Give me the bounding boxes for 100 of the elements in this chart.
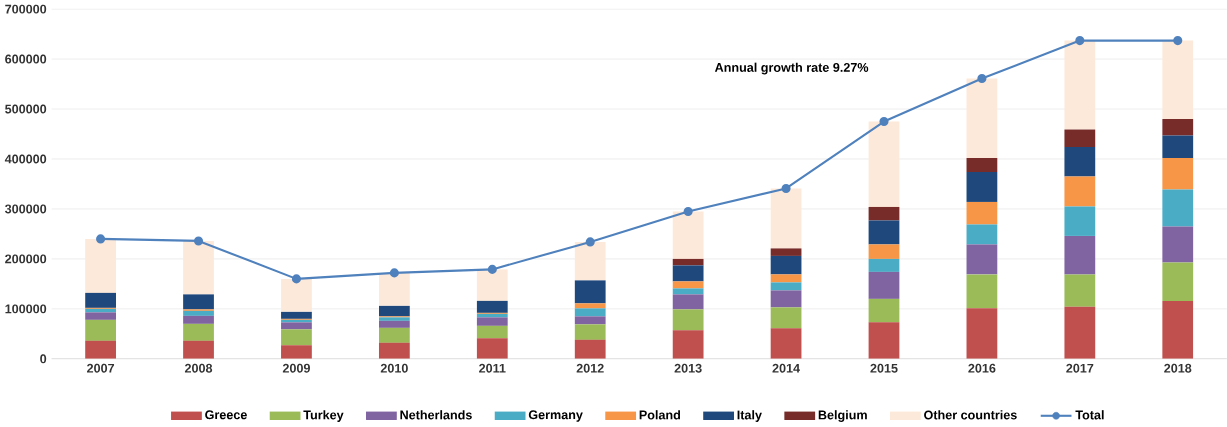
bar <box>868 206 900 221</box>
bar <box>476 338 508 359</box>
y-tick-label: 200000 <box>5 254 47 264</box>
legend-label: Belgium <box>818 410 867 422</box>
bar <box>1162 135 1194 158</box>
bar <box>183 310 214 316</box>
bar <box>868 244 900 259</box>
bar <box>85 312 116 320</box>
bar <box>85 319 116 341</box>
bar <box>574 280 606 304</box>
bar <box>1064 176 1096 207</box>
y-tick-label: 700000 <box>5 4 47 14</box>
bar <box>1064 206 1096 236</box>
bar <box>476 269 508 301</box>
bar <box>85 238 116 293</box>
point <box>781 183 791 194</box>
point <box>193 236 204 246</box>
bar <box>868 258 900 272</box>
bar <box>183 315 214 324</box>
bar <box>770 290 802 308</box>
bar <box>672 281 704 289</box>
bar <box>574 241 606 281</box>
bar <box>966 274 998 309</box>
bar <box>281 322 312 330</box>
bar <box>378 305 410 317</box>
bar <box>1162 40 1194 120</box>
bar <box>281 345 312 359</box>
y-tick-label: 600000 <box>5 54 47 64</box>
bar <box>378 320 410 328</box>
bar <box>281 278 312 312</box>
legend-label: Netherlands <box>400 410 472 420</box>
bar <box>574 339 606 359</box>
x-tick-label: 2014 <box>772 363 800 373</box>
bar <box>1162 119 1194 136</box>
bar <box>378 327 410 343</box>
x-tick-label: 2008 <box>184 363 213 373</box>
point <box>977 74 987 84</box>
bar <box>868 121 900 207</box>
bar <box>672 294 704 310</box>
bar <box>868 271 900 299</box>
y-tick-label: 0 <box>40 354 47 364</box>
bar <box>672 265 704 282</box>
bar <box>476 317 508 326</box>
legend-label: Greece <box>205 410 247 420</box>
bar <box>574 316 606 325</box>
x-tick-label: 2013 <box>674 363 702 373</box>
point <box>683 206 693 216</box>
legend-label: Turkey <box>303 410 344 422</box>
bar <box>574 308 606 317</box>
y-tick-label: 300000 <box>4 204 47 214</box>
bar <box>281 329 312 346</box>
bar <box>868 220 900 245</box>
point <box>291 274 301 284</box>
bar <box>183 294 214 310</box>
bar <box>770 307 802 329</box>
x-tick-label: 2009 <box>282 363 310 373</box>
bar <box>1064 274 1096 307</box>
bar <box>672 211 704 259</box>
bar <box>770 328 802 359</box>
bar <box>1162 262 1194 301</box>
bar <box>770 274 802 283</box>
x-tick-label: 2012 <box>576 363 604 373</box>
bar <box>770 248 802 256</box>
bar <box>672 309 704 331</box>
legend-label: Germany <box>528 410 583 422</box>
legend-label: Italy <box>737 410 762 422</box>
bar <box>966 224 998 245</box>
y-tick-label: 400000 <box>4 154 47 164</box>
annotation: Annual growth rate 9.27% <box>714 62 869 75</box>
point <box>1173 36 1183 46</box>
bar <box>183 323 214 341</box>
x-tick-label: 2010 <box>380 363 408 373</box>
bar <box>281 311 312 319</box>
x-tick-label: 2016 <box>968 363 996 373</box>
bar <box>183 340 214 359</box>
bar <box>966 171 998 202</box>
bar <box>1064 235 1096 275</box>
bar <box>1162 300 1194 359</box>
x-tick-label: 2017 <box>1066 363 1094 373</box>
legend-label: Other countries <box>924 410 1017 420</box>
point <box>389 268 399 278</box>
point <box>96 234 106 244</box>
bar <box>378 342 410 359</box>
bar <box>1064 306 1096 359</box>
bar <box>868 298 900 323</box>
point <box>879 116 889 127</box>
bar <box>966 201 998 225</box>
bar <box>1162 189 1194 227</box>
bar <box>672 330 704 359</box>
bar <box>1162 226 1194 263</box>
bar <box>476 300 508 313</box>
bar <box>672 258 704 266</box>
bar <box>476 325 508 339</box>
point <box>487 264 497 274</box>
bar <box>770 188 802 249</box>
x-tick-label: 2011 <box>479 363 506 373</box>
bar <box>85 340 116 359</box>
bar <box>1064 129 1096 147</box>
bar <box>183 240 214 295</box>
bar <box>770 282 802 291</box>
